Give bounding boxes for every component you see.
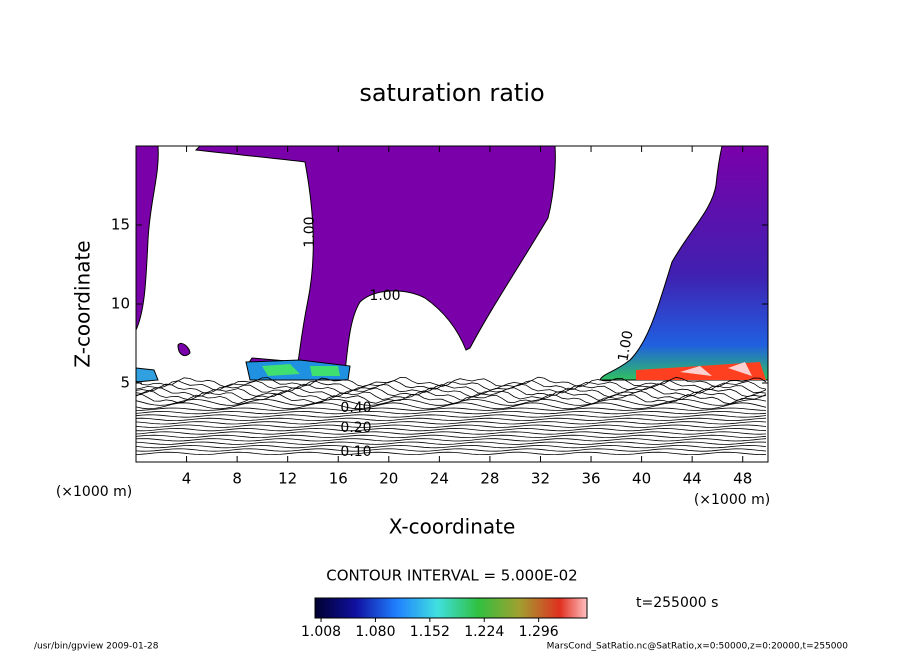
x-tick-label: 36 [581, 470, 600, 488]
contour-line [136, 441, 767, 445]
x-tick-label: 48 [733, 470, 752, 488]
region [680, 362, 752, 376]
y-tick-label: 15 [111, 216, 130, 234]
contour-line [136, 393, 767, 405]
contour-line [136, 424, 767, 428]
contour-line [136, 402, 767, 410]
contour-line [136, 383, 767, 395]
contour-line [136, 448, 767, 452]
contour-label: 0.40 [340, 400, 371, 416]
contour-line [136, 438, 767, 442]
region [599, 146, 768, 381]
contour-label: 1.00 [615, 329, 636, 362]
region [136, 146, 159, 331]
x-tick-label: 8 [232, 470, 242, 488]
region [262, 364, 340, 376]
colorbar [314, 597, 588, 619]
contour-line [136, 451, 767, 456]
contour-line [136, 380, 767, 391]
contour-interval: CONTOUR INTERVAL = 5.000E-02 [326, 567, 577, 585]
x-tick-label: 20 [379, 470, 398, 488]
y-tick-label: 5 [120, 374, 130, 392]
x-tick-label: 40 [632, 470, 651, 488]
contour-label: 0.10 [340, 444, 371, 460]
x-tick-label: 44 [683, 470, 702, 488]
contour-label: 1.00 [369, 288, 400, 304]
y-tick-label: 10 [111, 295, 130, 313]
colorbar-tick-label: 1.008 [301, 624, 341, 640]
contour-line [136, 427, 767, 432]
region [136, 367, 159, 383]
x-tick-label: 16 [329, 470, 348, 488]
colorbar-tick-label: 1.080 [355, 624, 395, 640]
contour-line [136, 407, 767, 411]
footer-right: MarsCond_SatRatio.nc@SatRatio,x=0:50000,… [547, 642, 849, 652]
footer-left: /usr/bin/gpview 2009-01-28 [34, 642, 159, 652]
contour-line [136, 390, 767, 401]
plot-area: 1.00 1.00 1.00 0.10 0.20 0.40 [136, 146, 768, 460]
region [177, 342, 191, 357]
contour-line [136, 410, 767, 415]
colorbar-tick-label: 1.224 [464, 624, 504, 640]
x-tick-label: 4 [182, 470, 192, 488]
contour-line [136, 414, 767, 418]
x-axis-label: X-coordinate [389, 515, 516, 539]
contour-line [136, 376, 767, 388]
contour-label: 0.20 [340, 420, 371, 436]
x-tick-label: 24 [430, 470, 449, 488]
x-tick-label: 28 [480, 470, 499, 488]
x-unit: (×1000 m) [694, 492, 770, 508]
y-unit: (×1000 m) [56, 484, 132, 500]
contour-line [136, 398, 767, 406]
contour-line [136, 421, 767, 425]
y-axis-label: Z-coordinate [71, 240, 95, 367]
colorbar-tick-label: 1.296 [519, 624, 559, 640]
region [194, 146, 556, 373]
chart-title: saturation ratio [359, 79, 544, 107]
time-label: t=255000 s [636, 595, 718, 611]
contour-line [136, 417, 767, 422]
contour-line [136, 431, 767, 435]
x-tick-label: 12 [278, 470, 297, 488]
x-tick-label: 32 [531, 470, 550, 488]
contour-line [136, 434, 767, 439]
contour-line [136, 386, 767, 398]
contour-label: 1.00 [302, 216, 318, 247]
colorbar-tick-label: 1.152 [410, 624, 450, 640]
contour-line [136, 444, 767, 449]
